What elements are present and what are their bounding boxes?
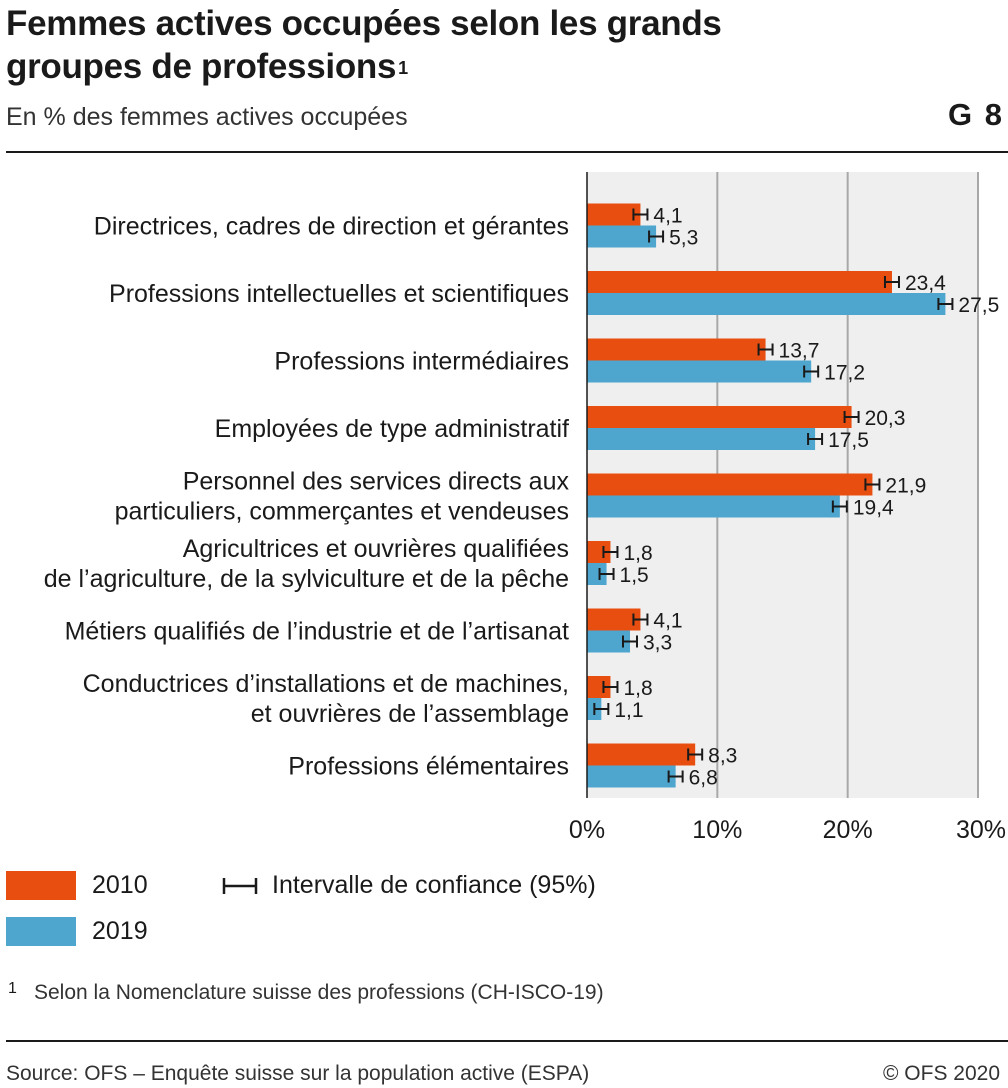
confidence-interval-icon [222, 878, 258, 894]
bar-2010-6 [587, 541, 611, 563]
footnote-text: Selon la Nomenclature suisse des profess… [34, 981, 604, 1004]
category-label-1: Directrices, cadres de direction et géra… [94, 213, 569, 241]
legend-swatch-2010 [6, 871, 76, 900]
value-label-2010-9: 8,3 [708, 745, 737, 768]
bar-2019-7 [587, 630, 631, 653]
source-text: Source: OFS – Enquête suisse sur la popu… [6, 1062, 590, 1085]
value-label-2010-5: 21,9 [885, 475, 926, 498]
header-divider [6, 151, 1008, 153]
value-label-2019-6: 1,5 [620, 564, 649, 587]
chart-title: Femmes actives occupées selon les grands… [6, 2, 906, 88]
value-label-2019-4: 17,5 [828, 429, 869, 452]
bar-2010-5 [587, 473, 873, 496]
bar-2010-8 [587, 676, 611, 698]
legend-label-2010: 2010 [92, 871, 148, 899]
bar-2019-4 [587, 428, 816, 450]
chart-subtitle: En % des femmes actives occupées [6, 103, 408, 131]
category-label-9: Professions élémentaires [288, 753, 569, 781]
figure-number: G 8 [948, 97, 1004, 132]
bar-2019-6 [587, 563, 607, 585]
value-label-2010-3: 13,7 [779, 340, 820, 363]
legend-label-confidence-interval: Intervalle de confiance (95%) [272, 871, 596, 899]
footer-divider [6, 1040, 1008, 1042]
chart-title-line2: groupes de professions [6, 47, 397, 86]
value-label-2019-1: 5,3 [669, 227, 698, 250]
category-label-6-line2: de l’agriculture, de la sylviculture et … [44, 565, 569, 593]
value-label-2019-5: 19,4 [853, 497, 894, 520]
legend-label-2019: 2019 [92, 917, 148, 945]
bar-2010-4 [587, 406, 852, 428]
category-label-8-line1: Conductrices d’installations et de machi… [83, 670, 569, 698]
value-label-2019-3: 17,2 [824, 362, 865, 385]
bar-2019-9 [587, 765, 676, 788]
x-tick-label-0: 0% [569, 816, 605, 844]
category-label-2: Professions intellectuelles et scientifi… [109, 280, 569, 308]
bar-2019-1 [587, 225, 657, 248]
category-label-6-line1: Agricultrices et ouvrières qualifiées [183, 535, 569, 563]
value-label-2019-2: 27,5 [958, 294, 999, 317]
copyright-text: © OFS 2020 [882, 1062, 1000, 1085]
bar-2010-2 [587, 271, 892, 293]
bar-2019-2 [587, 293, 946, 315]
value-label-2010-1: 4,1 [653, 205, 682, 228]
x-tick-label-10: 10% [692, 816, 742, 844]
bar-2010-1 [587, 203, 641, 226]
footnote-mark: 1 [8, 980, 17, 997]
category-label-4: Employées de type administratif [215, 415, 569, 443]
value-label-2010-2: 23,4 [905, 272, 946, 295]
footnote-reference: 1 [398, 58, 408, 78]
category-label-5-line1: Personnel des services directs aux [183, 468, 570, 496]
category-label-8-line2: et ouvrières de l’assemblage [251, 700, 569, 728]
category-label-5-line2: particuliers, commerçantes et vendeuses [115, 498, 569, 526]
x-tick-label-20: 20% [823, 816, 873, 844]
chart-title-line1: Femmes actives occupées selon les grands [6, 4, 722, 43]
value-label-2019-9: 6,8 [689, 767, 718, 790]
value-label-2010-8: 1,8 [623, 677, 652, 700]
value-label-2019-8: 1,1 [614, 699, 643, 722]
bar-2010-7 [587, 608, 641, 631]
value-label-2010-4: 20,3 [865, 407, 906, 430]
value-label-2010-7: 4,1 [653, 610, 682, 633]
value-label-2019-7: 3,3 [643, 632, 672, 655]
legend-swatch-2019 [6, 917, 76, 946]
bar-2010-9 [587, 743, 696, 766]
category-label-7: Métiers qualifiés de l’industrie et de l… [65, 618, 569, 646]
bar-2019-3 [587, 360, 812, 383]
bar-2019-5 [587, 495, 840, 518]
value-label-2010-6: 1,8 [623, 542, 652, 565]
bar-2010-3 [587, 338, 766, 361]
category-label-3: Professions intermédiaires [274, 348, 569, 376]
x-tick-label-30: 30% [956, 816, 1006, 844]
